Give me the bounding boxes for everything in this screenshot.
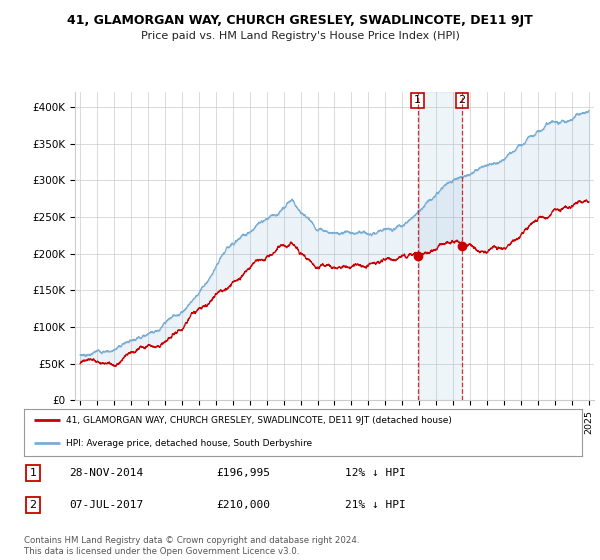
Text: 21% ↓ HPI: 21% ↓ HPI [345,500,406,510]
Text: HPI: Average price, detached house, South Derbyshire: HPI: Average price, detached house, Sout… [66,438,312,447]
Text: £210,000: £210,000 [216,500,270,510]
Text: 2: 2 [29,500,37,510]
Bar [418,92,462,400]
Text: 28-NOV-2014: 28-NOV-2014 [69,468,143,478]
Text: £196,995: £196,995 [216,468,270,478]
Text: 07-JUL-2017: 07-JUL-2017 [69,500,143,510]
Text: 12% ↓ HPI: 12% ↓ HPI [345,468,406,478]
Text: Contains HM Land Registry data © Crown copyright and database right 2024.
This d: Contains HM Land Registry data © Crown c… [24,536,359,556]
Text: 1: 1 [414,96,421,105]
Text: 1: 1 [29,468,37,478]
Text: 41, GLAMORGAN WAY, CHURCH GRESLEY, SWADLINCOTE, DE11 9JT (detached house): 41, GLAMORGAN WAY, CHURCH GRESLEY, SWADL… [66,416,452,424]
Text: 2: 2 [458,96,466,105]
Text: 41, GLAMORGAN WAY, CHURCH GRESLEY, SWADLINCOTE, DE11 9JT: 41, GLAMORGAN WAY, CHURCH GRESLEY, SWADL… [67,14,533,27]
Text: Price paid vs. HM Land Registry's House Price Index (HPI): Price paid vs. HM Land Registry's House … [140,31,460,41]
